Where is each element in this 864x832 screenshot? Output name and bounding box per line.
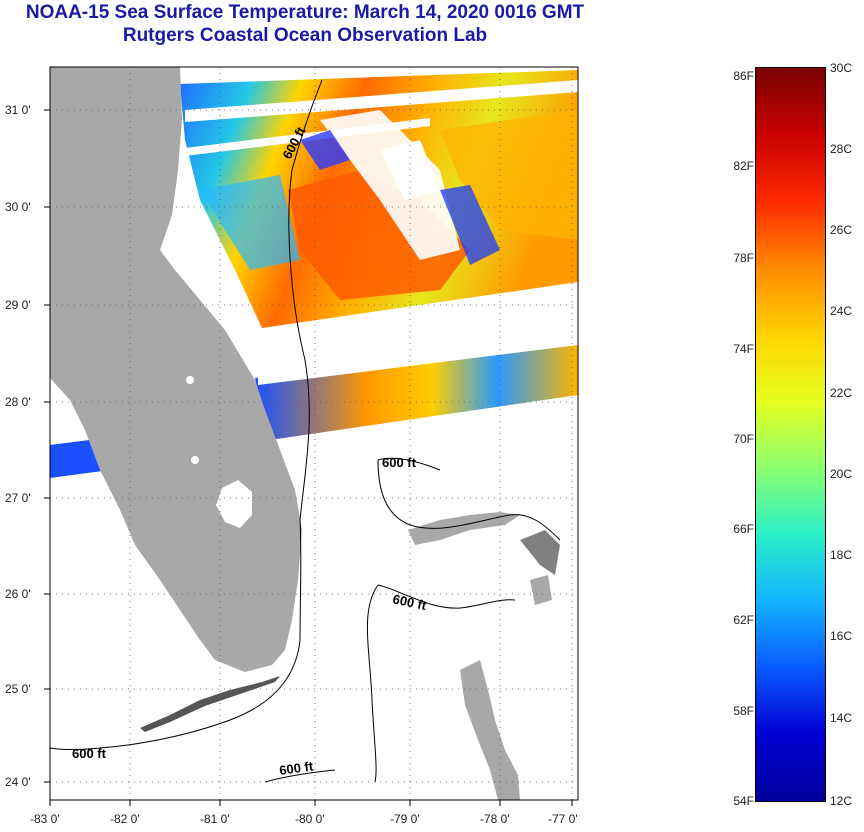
lake-okeechobee xyxy=(216,480,252,528)
colorbar-f-label: 58F xyxy=(733,704,754,718)
temperature-colorbar xyxy=(755,67,826,802)
colorbar-c-label: 16C xyxy=(830,629,853,643)
lon-label: -79 0' xyxy=(390,812,420,826)
lon-label: -78 0' xyxy=(480,812,510,826)
small-lake xyxy=(186,376,194,384)
colorbar-c-label: 14C xyxy=(830,711,853,725)
isobath-label: 600 ft xyxy=(72,746,107,761)
lat-label: 31 0' xyxy=(5,103,31,117)
lat-label: 28 0' xyxy=(5,395,31,409)
graticule xyxy=(50,67,578,800)
lat-label: 26 0' xyxy=(5,587,31,601)
lon-label: -77 0' xyxy=(548,812,578,826)
longitude-labels: -83 0' -82 0' -81 0' -80 0' -79 0' -78 0… xyxy=(30,812,578,826)
lon-label: -80 0' xyxy=(295,812,325,826)
latitude-labels: 31 0' 30 0' 29 0' 28 0' 27 0' 26 0' 25 0… xyxy=(5,103,31,789)
map-title: NOAA-15 Sea Surface Temperature: March 1… xyxy=(25,2,585,23)
lon-label: -81 0' xyxy=(200,812,230,826)
colorbar-f-label: 70F xyxy=(733,432,754,446)
isobath-label: 600 ft xyxy=(278,758,314,778)
lat-label: 25 0' xyxy=(5,682,31,696)
colorbar-c-label: 28C xyxy=(830,142,853,156)
lon-label: -83 0' xyxy=(30,812,60,826)
colorbar-c-label: 30C xyxy=(830,61,853,75)
isobath-label: 600 ft xyxy=(382,455,417,470)
colorbar-f-label: 82F xyxy=(733,159,754,173)
lat-label: 27 0' xyxy=(5,491,31,505)
axis-ticks xyxy=(44,109,573,806)
lat-label: 30 0' xyxy=(5,200,31,214)
florida-keys xyxy=(140,676,280,732)
colorbar-f-label: 62F xyxy=(733,613,754,627)
colorbar-c-label: 18C xyxy=(830,548,853,562)
sst-swath-north xyxy=(180,70,578,328)
colorbar-c-label: 22C xyxy=(830,386,853,400)
small-lake xyxy=(191,456,199,464)
lat-label: 29 0' xyxy=(5,298,31,312)
bahamas-landmass xyxy=(408,512,560,800)
lon-label: -82 0' xyxy=(110,812,140,826)
colorbar-c-label: 12C xyxy=(830,794,853,808)
colorbar-c-label: 26C xyxy=(830,223,853,237)
map-subtitle: Rutgers Coastal Ocean Observation Lab xyxy=(122,25,488,46)
colorbar-f-label: 86F xyxy=(733,69,754,83)
colorbar-f-label: 74F xyxy=(733,342,754,356)
colorbar-f-label: 78F xyxy=(733,251,754,265)
colorbar-c-label: 24C xyxy=(830,304,853,318)
isobath-600ft xyxy=(49,79,561,783)
plot-frame xyxy=(49,66,579,801)
isobath-label: 600 ft xyxy=(391,591,428,613)
colorbar-f-label: 54F xyxy=(733,794,754,808)
lat-label: 24 0' xyxy=(5,775,31,789)
colorbar-c-label: 20C xyxy=(830,467,853,481)
colorbar-f-label: 66F xyxy=(733,522,754,536)
